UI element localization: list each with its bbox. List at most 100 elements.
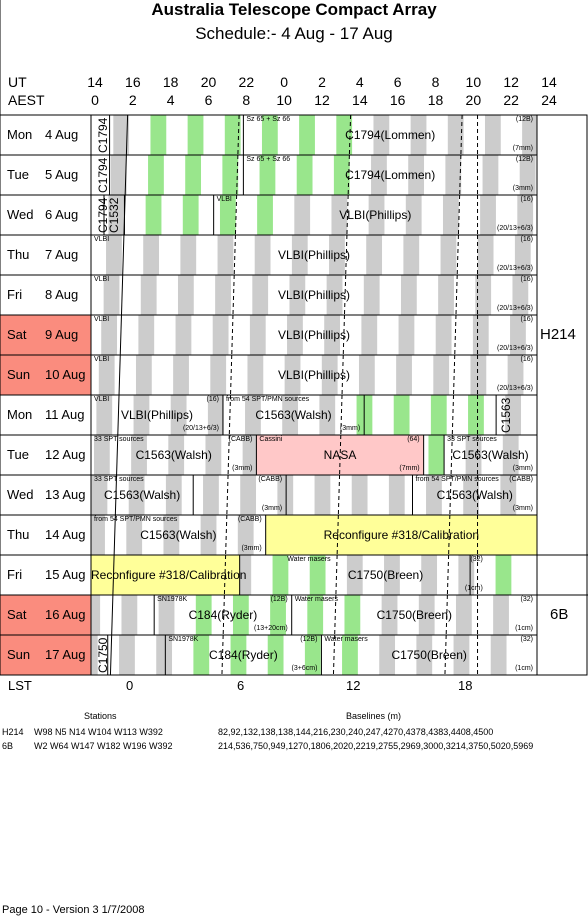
day-of-week: Wed — [7, 207, 34, 222]
baselines-header: Baselines (m) — [346, 711, 402, 721]
grey-band — [210, 355, 227, 395]
green-band — [145, 195, 162, 235]
cell-source-note: from 54 SPT/PMN sources — [225, 396, 310, 403]
cell-band-note: (3+6cm) — [291, 665, 318, 672]
grey-band — [91, 475, 108, 515]
project-label: VLBI(Phillips) — [120, 408, 193, 422]
green-band — [261, 115, 278, 155]
grey-band — [170, 395, 187, 435]
grey-band — [475, 275, 492, 315]
grey-band — [242, 435, 259, 475]
grey-band — [507, 355, 524, 395]
grey-band — [314, 475, 331, 515]
day-date: 14 Aug — [45, 527, 86, 542]
grey-band — [245, 395, 261, 435]
grey-band — [140, 275, 157, 315]
grey-band — [361, 315, 378, 355]
ut-hour: 16 — [125, 74, 141, 90]
lst-0-line — [109, 634, 113, 676]
cell-array-note: (CABB) — [237, 516, 262, 523]
grey-band — [277, 475, 294, 515]
reconfigure-block — [91, 555, 240, 595]
green-band — [257, 195, 273, 235]
grey-band — [128, 475, 145, 515]
lst-0-line — [118, 354, 121, 396]
day-date: 11 Aug — [45, 407, 85, 422]
ut-hour: 18 — [162, 74, 179, 90]
grey-band — [426, 475, 442, 515]
lst-0-line — [124, 154, 127, 196]
day-of-week: Tue — [7, 167, 29, 182]
green-band — [296, 155, 313, 195]
project-label: VLBI(Phillips) — [277, 288, 351, 302]
grey-band — [143, 235, 160, 275]
project-label: C1794(Lommen) — [345, 168, 436, 182]
grey-band — [101, 315, 118, 355]
grey-band — [351, 475, 368, 515]
day-date: 4 Aug — [45, 127, 79, 142]
page-subtitle: Schedule:- 4 Aug - 17 Aug — [195, 24, 393, 43]
baselines-h214: 82,92,132,138,138,144,216,230,240,247,42… — [218, 727, 494, 737]
ut-hour: 6 — [393, 74, 402, 90]
grey-band — [373, 115, 390, 155]
cell-source-note: Water masers — [287, 556, 331, 563]
green-band — [185, 155, 202, 195]
cell-array-note: (16) — [206, 396, 219, 403]
day-label: Thu 7 Aug — [7, 247, 78, 262]
cell-array-note: (CABB) — [228, 436, 253, 443]
grey-band — [319, 395, 336, 435]
stations-6b: W2 W64 W147 W182 W196 W392 — [34, 741, 173, 751]
config-column — [536, 114, 588, 676]
grey-band — [247, 355, 264, 395]
cell-array-note: (CABB) — [258, 476, 283, 483]
grey-band — [158, 595, 175, 635]
aest-hour: 18 — [427, 92, 444, 108]
green-band — [393, 395, 410, 435]
baselines-6b: 214,536,750,949,1270,1806,2020,2219,2755… — [218, 741, 534, 751]
grey-band — [517, 195, 534, 235]
grey-band — [207, 395, 224, 435]
cell-source-note: 33 SPT sources — [94, 436, 144, 443]
grey-band — [91, 595, 101, 635]
grey-band — [442, 195, 459, 235]
grey-band — [398, 315, 415, 355]
grey-band — [165, 475, 182, 515]
day-of-week: Mon — [7, 407, 33, 422]
cell-band-note: (7mm) — [512, 145, 533, 152]
weekend-day-cell — [0, 355, 91, 395]
cell-source-note: Sz 65 + Sz 66 — [246, 156, 291, 163]
ut-hour: 10 — [465, 74, 482, 90]
grey-band — [379, 635, 396, 675]
cell-band-note: (3mm) — [241, 545, 262, 552]
green-band — [430, 395, 447, 435]
grey-band — [98, 355, 115, 395]
weekend-day-cell — [0, 595, 91, 635]
aest-hour: 12 — [314, 92, 330, 108]
aest-hour: 2 — [128, 92, 137, 108]
green-band — [230, 635, 247, 675]
grey-band — [331, 195, 348, 235]
lst-0-line — [122, 234, 125, 276]
grey-band — [519, 155, 536, 195]
config-label-h214: H214 — [540, 326, 576, 343]
grey-band — [435, 315, 452, 355]
cell-source-note: VLBI — [94, 276, 110, 283]
day-date: 9 Aug — [45, 327, 79, 342]
grey-band — [453, 635, 470, 675]
cell-band-note: (1cm) — [515, 625, 533, 632]
cell-source-note: VLBI — [94, 396, 110, 403]
day-label: Tue 5 Aug — [7, 167, 78, 182]
day-label: Fri 15 Aug — [7, 567, 86, 582]
cell-source-note: VLBI — [216, 196, 232, 203]
project-label: Reconfigure #318/Calibration — [91, 568, 247, 582]
day-of-week: Tue — [7, 447, 29, 462]
project-label: VLBI(Phillips) — [277, 328, 351, 342]
stations-header: Stations — [84, 711, 117, 721]
cell-band-note: (20/13+6/3) — [497, 305, 533, 312]
cell-band-note: (3mm) — [339, 425, 361, 432]
grey-band — [96, 395, 113, 435]
grey-band — [156, 635, 173, 675]
day-label: Fri 8 Aug — [7, 287, 78, 302]
green-band — [259, 155, 276, 195]
day-label: Mon 11 Aug — [7, 407, 85, 422]
